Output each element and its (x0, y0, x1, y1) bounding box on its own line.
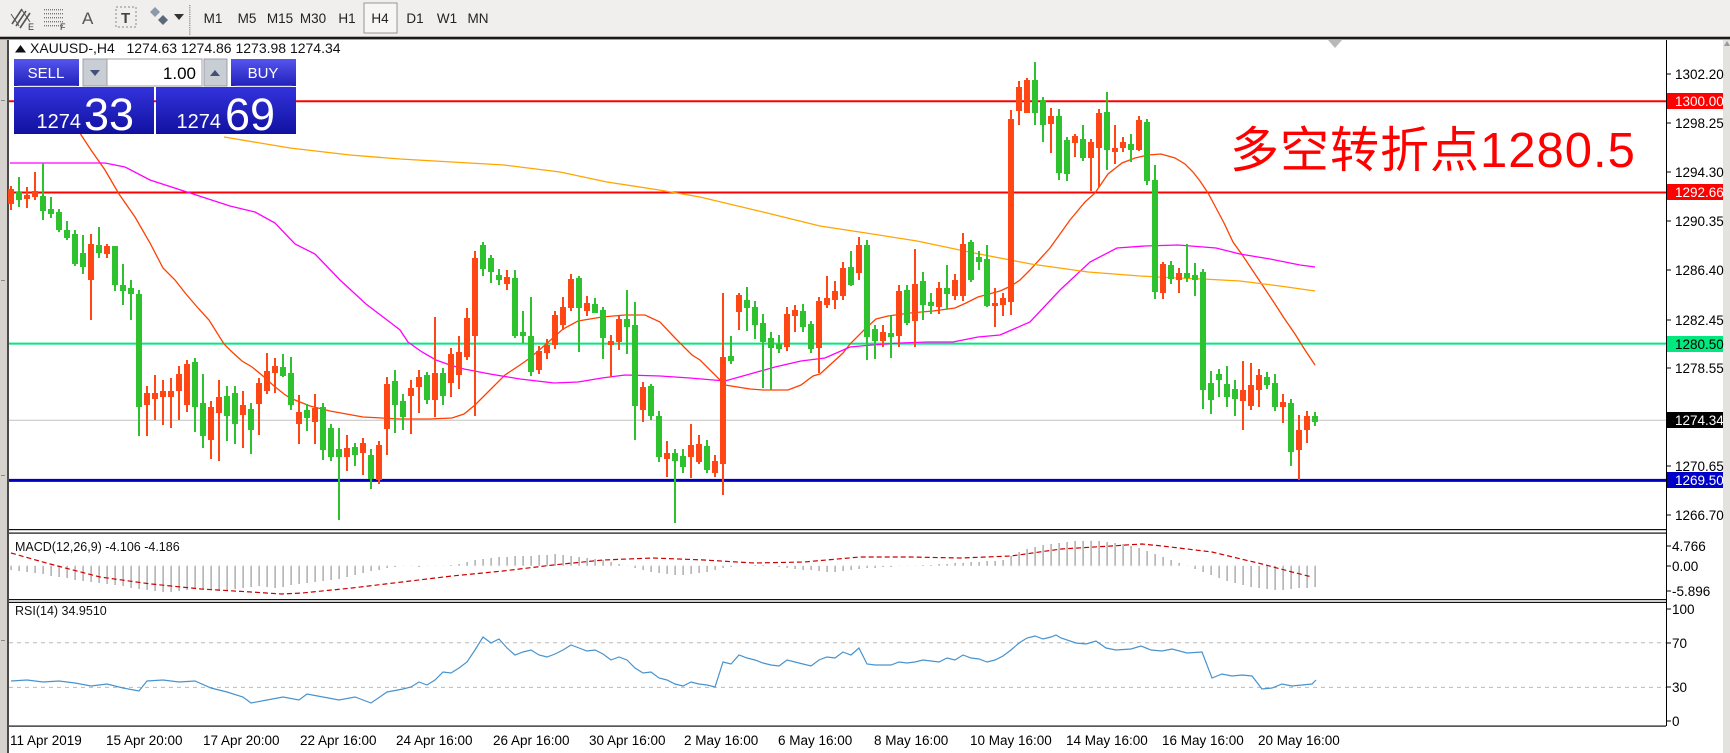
svg-text:D1: D1 (406, 11, 423, 26)
svg-text:20 May 16:00: 20 May 16:00 (1258, 733, 1340, 748)
svg-text:1282.45: 1282.45 (1675, 313, 1724, 328)
svg-text:24 Apr 16:00: 24 Apr 16:00 (396, 733, 473, 748)
svg-text:T: T (121, 10, 130, 27)
svg-text:1294.30: 1294.30 (1675, 165, 1724, 180)
svg-text:F: F (60, 22, 66, 32)
svg-text:M15: M15 (267, 11, 293, 26)
svg-text:XAUUSD-,H4 1274.63 1274.86 1: XAUUSD-,H4 1274.63 1274.86 1273.98 1274.… (30, 40, 341, 56)
svg-text:10 May 16:00: 10 May 16:00 (970, 733, 1052, 748)
svg-text:多空转折点1280.5: 多空转折点1280.5 (1230, 124, 1636, 178)
svg-text:A: A (82, 9, 94, 28)
svg-text:33: 33 (84, 89, 134, 140)
svg-text:1298.25: 1298.25 (1675, 116, 1724, 131)
svg-text:E: E (28, 22, 34, 32)
svg-text:1300.00: 1300.00 (1675, 94, 1724, 109)
svg-text:1269.50: 1269.50 (1675, 473, 1724, 488)
svg-text:26 Apr 16:00: 26 Apr 16:00 (493, 733, 570, 748)
svg-text:14 May 16:00: 14 May 16:00 (1066, 733, 1148, 748)
svg-text:4.766: 4.766 (1672, 539, 1706, 554)
svg-text:1270.65: 1270.65 (1675, 459, 1724, 474)
svg-text:30: 30 (1672, 680, 1687, 695)
svg-text:H1: H1 (338, 11, 355, 26)
svg-text:M1: M1 (204, 11, 223, 26)
svg-text:H4: H4 (371, 11, 389, 26)
svg-text:70: 70 (1672, 636, 1687, 651)
svg-text:17 Apr 20:00: 17 Apr 20:00 (203, 733, 280, 748)
svg-text:0: 0 (1672, 714, 1680, 729)
svg-text:1266.70: 1266.70 (1675, 508, 1724, 523)
svg-text:8 May 16:00: 8 May 16:00 (874, 733, 948, 748)
svg-text:1274: 1274 (37, 111, 82, 133)
svg-text:100: 100 (1672, 602, 1695, 617)
svg-text:1290.35: 1290.35 (1675, 214, 1724, 229)
svg-text:W1: W1 (437, 11, 457, 26)
svg-text:M30: M30 (300, 11, 326, 26)
svg-text:MACD(12,26,9) -4.106 -4.186: MACD(12,26,9) -4.106 -4.186 (15, 540, 180, 554)
svg-text:1274: 1274 (177, 111, 222, 133)
svg-text:11 Apr 2019: 11 Apr 2019 (10, 733, 82, 748)
svg-text:30 Apr 16:00: 30 Apr 16:00 (589, 733, 666, 748)
svg-text:6 May 16:00: 6 May 16:00 (778, 733, 852, 748)
svg-text:15 Apr 20:00: 15 Apr 20:00 (106, 733, 183, 748)
svg-text:2 May 16:00: 2 May 16:00 (684, 733, 758, 748)
svg-text:1286.40: 1286.40 (1675, 263, 1724, 278)
svg-text:MN: MN (468, 11, 489, 26)
svg-text:1280.50: 1280.50 (1675, 337, 1724, 352)
svg-text:1302.20: 1302.20 (1675, 67, 1724, 82)
svg-text:SELL: SELL (28, 65, 65, 82)
svg-text:M5: M5 (238, 11, 257, 26)
svg-text:BUY: BUY (248, 65, 279, 82)
svg-text:1278.55: 1278.55 (1675, 361, 1724, 376)
svg-text:22 Apr 16:00: 22 Apr 16:00 (300, 733, 377, 748)
svg-text:RSI(14) 34.9510: RSI(14) 34.9510 (15, 604, 107, 618)
svg-text:69: 69 (225, 89, 275, 140)
svg-text:16 May 16:00: 16 May 16:00 (1162, 733, 1244, 748)
svg-text:-5.896: -5.896 (1672, 584, 1710, 599)
svg-text:1274.34: 1274.34 (1675, 413, 1724, 428)
svg-text:1.00: 1.00 (163, 64, 196, 83)
svg-text:1292.66: 1292.66 (1675, 185, 1724, 200)
svg-text:0.00: 0.00 (1672, 559, 1698, 574)
